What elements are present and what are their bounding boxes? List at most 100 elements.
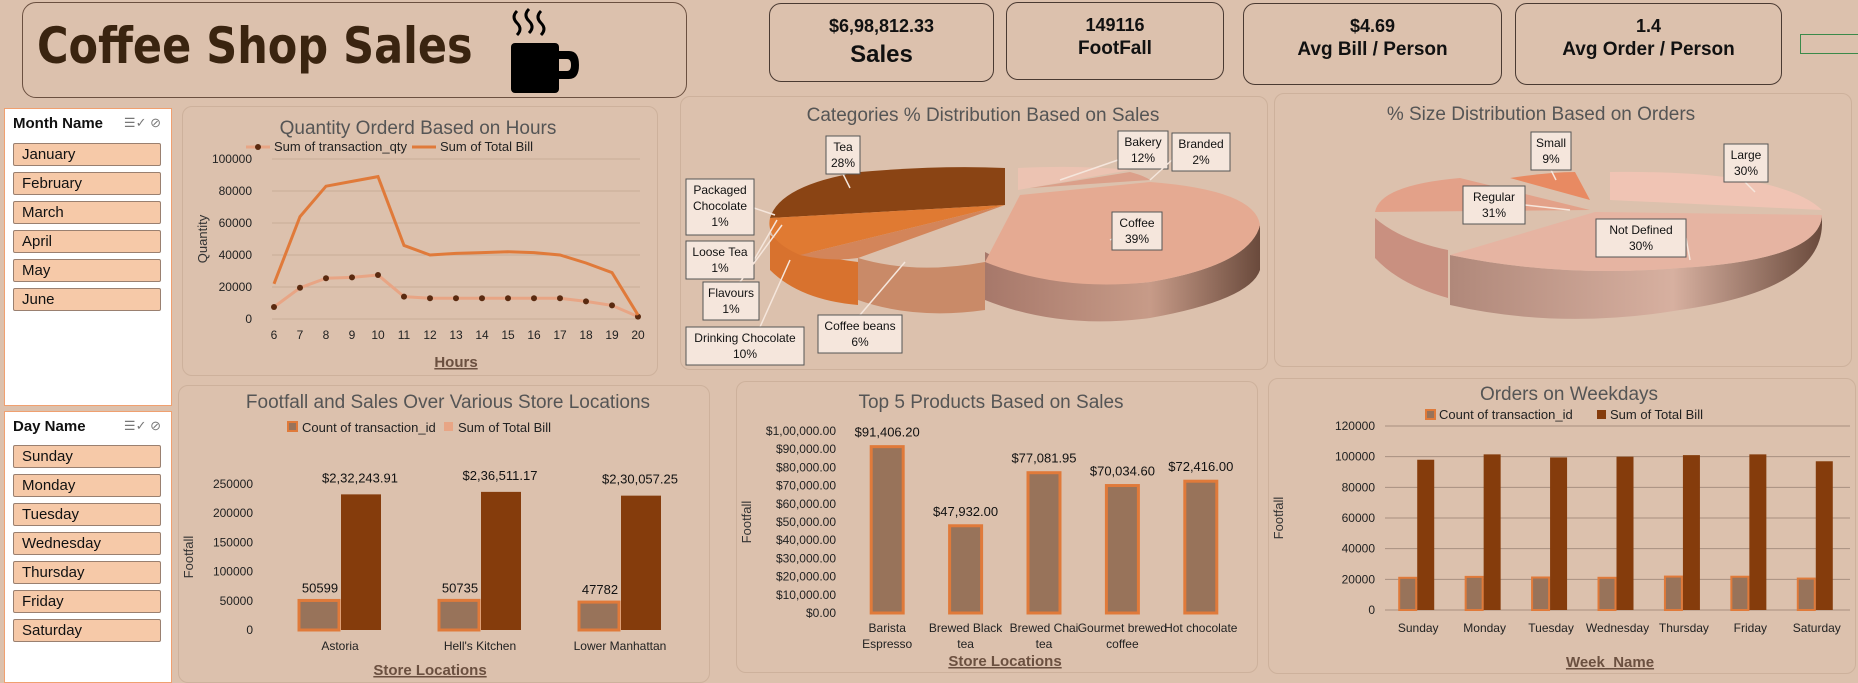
clear-filter-icon[interactable]: ⊘ [150,418,161,433]
x-axis-title: Hours [434,354,477,371]
x-tick-label: 19 [605,328,619,342]
pie-not-defined-label: 30% [1629,239,1653,253]
kpi-label: Avg Order / Person [1562,39,1735,60]
pie-slice-not-defined-side [1450,215,1822,319]
y-axis-title: Quantity [195,214,210,263]
pie-drinking-chocolate-callout [685,326,805,366]
kpi-label: FootFall [1078,38,1152,59]
bar-footfall [297,598,341,632]
slicer-item-march[interactable]: March [13,201,161,224]
pie-not-defined-label: Not Defined [1609,223,1672,237]
y-tick-label: 80000 [219,184,253,198]
day-slicer[interactable]: Day Name ☰✓ ⊘ Sunday Monday Tuesday Wedn… [4,411,172,683]
x-tick-label: 9 [349,328,356,342]
bar-count [1663,575,1683,611]
pie-regular-callout [1462,185,1526,225]
slicer-item-june[interactable]: June [13,288,161,311]
x-tick-label: Astoria [321,639,359,653]
y-tick-label: 100000 [1335,450,1375,464]
bar-count [1730,575,1750,612]
pie-small-label: Small [1536,136,1566,150]
callout-leader [842,173,851,189]
slicer-item-may[interactable]: May [13,259,161,282]
month-slicer[interactable]: Month Name ☰✓ ⊘ January February March A… [4,108,172,406]
slicer-item-tuesday[interactable]: Tuesday [13,503,161,526]
bar-sales [341,494,381,630]
callout-leader [1149,159,1173,181]
bar-count [1464,575,1484,612]
data-point [453,295,459,302]
kpi-value: $4.69 [1349,16,1396,36]
bar-count [1796,577,1816,611]
x-tick-label: 8 [323,328,330,342]
data-label: $2,30,057.25 [602,472,678,487]
pie-slice-branded [1030,172,1150,188]
y-axis-title: Footfall [739,501,754,544]
series-line-2 [272,174,640,316]
multi-select-icon[interactable]: ☰✓ [123,115,147,130]
data-point [323,275,329,282]
data-label: $2,36,511.17 [463,468,538,483]
slicer-item-thursday[interactable]: Thursday [13,561,161,584]
slicer-item-wednesday[interactable]: Wednesday [13,532,161,555]
chart-title: Top 5 Products Based on Sales [858,392,1123,413]
bar-product [1183,479,1219,615]
callout-leader [1059,159,1119,181]
kpi-value: 1.4 [1635,16,1662,36]
pie-flavours-callout [702,281,760,321]
x-tick-label: 13 [449,328,463,342]
slicer-item-february[interactable]: February [13,172,161,195]
bar-product [948,524,984,615]
x-tick-label: 7 [297,328,304,342]
data-point [531,295,537,302]
legend-label: Sum of Total Bill [440,139,533,154]
clear-filter-icon[interactable]: ⊘ [150,115,161,130]
data-point [297,284,303,291]
y-tick-label: $0.00 [806,606,836,620]
slicer-item-monday[interactable]: Monday [13,474,161,497]
pie-packaged-chocolate-label: Chocolate [693,199,747,213]
callout-leader [753,219,778,261]
pie-coffee-label: Coffee [1119,216,1154,230]
slicer-item-april[interactable]: April [13,230,161,253]
y-tick-label: $30,000.00 [776,551,836,565]
x-tick-label: Hot chocolate [1164,621,1238,635]
hours-chart-panel [182,106,658,376]
pie-loose-tea-label: Loose Tea [692,245,747,259]
data-point [349,274,355,281]
y-tick-label: $40,000.00 [776,533,836,547]
x-tick-label: Tuesday [1528,621,1574,635]
bar-product [1104,484,1140,615]
y-tick-label: 100000 [212,152,252,166]
pie-slice-drinking-chocolate [769,205,1005,255]
callout-leader [859,261,906,316]
pie-packaged-chocolate-callout [685,178,755,236]
pie-flavours-label: Flavours [708,286,754,300]
pie-bakery-label: Bakery [1124,135,1161,149]
bar-footfall [577,600,621,632]
slicer-item-friday[interactable]: Friday [13,590,161,613]
slicer-item-january[interactable]: January [13,143,161,166]
x-tick-label: 20 [631,328,645,342]
pie-large-callout [1723,143,1769,183]
bar-total-bill [1749,454,1767,610]
pie-bakery-label: 12% [1131,151,1155,165]
data-label: 50735 [442,580,478,595]
callout-leader [1524,204,1571,211]
legend-label: Count of transaction_id [1439,407,1573,422]
legend-swatch [287,421,298,432]
selected-cell-indicator [1800,34,1858,54]
data-point [557,295,563,302]
slicer-item-sunday[interactable]: Sunday [13,445,161,468]
slicer-item-saturday[interactable]: Saturday [13,619,161,642]
x-tick-label: Gourmet brewed [1078,621,1167,635]
x-tick-label: 18 [579,328,593,342]
pie-branded-callout [1171,132,1231,172]
callout-leader [739,224,783,283]
multi-select-icon[interactable]: ☰✓ [123,418,147,433]
x-tick-label: Espresso [862,637,912,651]
pie-tea-callout [825,135,861,175]
